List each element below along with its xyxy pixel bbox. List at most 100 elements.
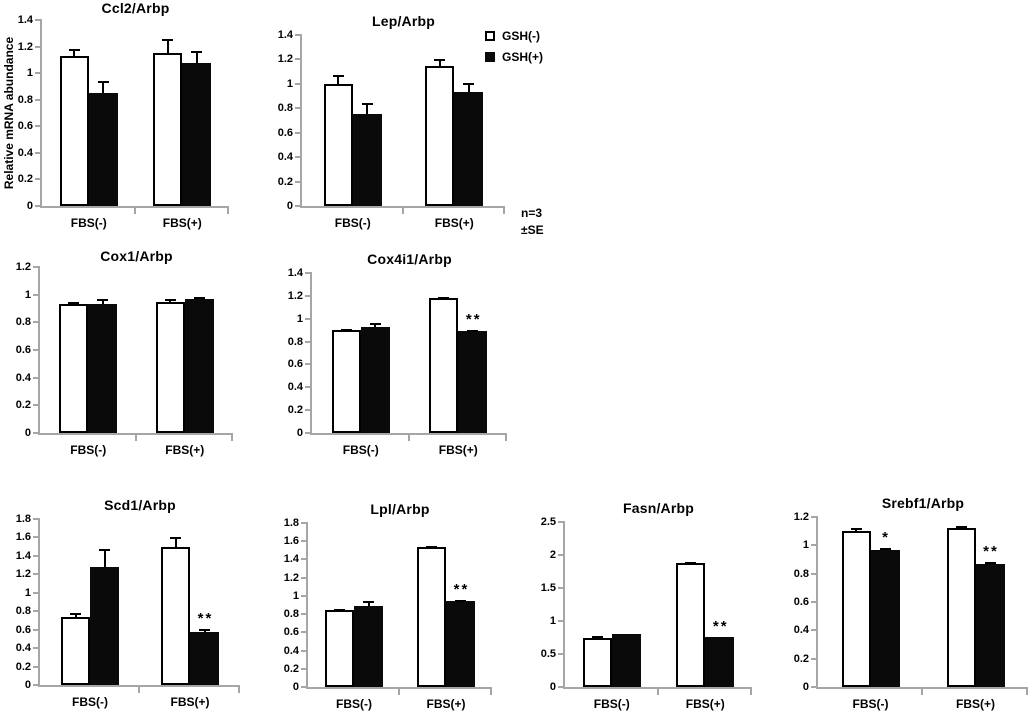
y-tick-label: 0.8 (287, 335, 303, 348)
y-tick-mark (35, 125, 42, 128)
x-tick-mark (490, 689, 492, 695)
error-bar (191, 50, 203, 63)
y-tick-label: 0 (24, 679, 31, 691)
x-category-label: FBS(+) (434, 216, 474, 230)
error-bar (199, 629, 210, 632)
chart-title: Cox4i1/Arbp (367, 251, 452, 267)
bar-gsh-plus (182, 62, 212, 206)
x-tick-mark (656, 689, 659, 695)
y-tick-mark (301, 667, 308, 670)
significance-stars: * (882, 529, 890, 547)
error-bar (369, 323, 381, 327)
y-tick-label: 0.6 (283, 626, 299, 639)
error-bar (361, 103, 373, 115)
error-bar (68, 49, 80, 56)
error-bar-cap (685, 561, 697, 564)
y-tick-label: 1.8 (283, 517, 299, 529)
y-tick-label: 1 (24, 288, 31, 301)
significance-stars: ** (465, 311, 482, 329)
y-tick-label: 0.6 (15, 623, 31, 636)
error-bar-line (73, 49, 76, 56)
bar-gsh-plus (975, 563, 1005, 687)
error-bar (850, 528, 862, 532)
y-tick-mark (301, 649, 308, 652)
error-bar (340, 329, 352, 332)
y-tick-mark (35, 98, 42, 101)
legend-label: GSH(-) (502, 28, 540, 43)
error-bar-cap (984, 562, 996, 565)
legend: GSH(-) GSH(+) (485, 25, 543, 67)
y-tick-mark (35, 45, 42, 48)
plot-area: ** (563, 522, 752, 695)
bar-gsh-minus (325, 610, 354, 687)
error-bar-cap (170, 537, 181, 540)
y-tick-mark (35, 19, 42, 21)
error-bar-line (438, 59, 441, 66)
error-bar (434, 59, 446, 66)
bar-gsh-plus (870, 549, 900, 687)
error-bar-cap (955, 526, 967, 529)
y-tick-mark (33, 293, 40, 296)
y-tick-mark (33, 432, 40, 434)
x-tick-mark (134, 435, 137, 441)
error-bar-line (174, 537, 177, 547)
error-bar-cap (97, 81, 109, 84)
y-tick-label: 0.4 (15, 371, 31, 384)
error-bar (426, 545, 437, 548)
plot-area (38, 267, 233, 441)
bar-gsh-minus (161, 546, 190, 685)
chart-title: Srebf1/Arbp (881, 495, 965, 511)
y-tick-mark (811, 686, 818, 688)
y-tick-mark (33, 665, 40, 668)
error-bar-line (101, 298, 104, 305)
y-tick-label: 1 (296, 312, 303, 325)
sample-size-note: n=3 ±SE (521, 205, 544, 239)
error-bar (68, 302, 80, 305)
solid-square-swatch-icon (485, 51, 495, 62)
legend-item-gsh-minus: GSH(-) (485, 25, 543, 46)
x-tick-mark (231, 435, 233, 441)
error-bar-cap (68, 49, 80, 52)
error-bar (685, 561, 697, 564)
y-tick-mark (558, 686, 565, 688)
plot-area: ** (38, 519, 240, 693)
plot-area (300, 35, 505, 214)
bar-gsh-plus (90, 566, 119, 685)
chart-title: Cox1/Arbp (100, 248, 173, 264)
y-tick-mark (301, 576, 308, 579)
y-tick-label: 0.8 (15, 605, 31, 618)
y-tick-label: 0.8 (277, 102, 293, 115)
y-tick-mark (35, 72, 42, 75)
y-tick-mark (33, 573, 40, 576)
error-bar-cap (426, 545, 437, 548)
x-tick-mark (227, 208, 229, 214)
error-bar-line (195, 50, 198, 63)
y-tick-mark (305, 409, 312, 412)
error-bar-line (367, 601, 370, 606)
y-tick-mark (295, 180, 302, 183)
bar-gsh-plus (446, 601, 475, 687)
significance-stars: ** (983, 543, 999, 561)
x-category-label: FBS(-) (72, 695, 108, 709)
chart-title: Ccl2/Arbp (101, 0, 170, 16)
bar-gsh-minus (59, 304, 89, 433)
error-bar-line (366, 103, 369, 115)
y-tick-mark (305, 432, 312, 434)
bar-gsh-minus (425, 65, 455, 206)
error-bar (99, 548, 110, 567)
error-bar-cap (455, 600, 466, 602)
x-category-label: FBS(-) (70, 216, 107, 230)
x-category-label: FBS(-) (336, 697, 372, 711)
x-tick-mark (1026, 689, 1028, 695)
error-bar-cap (463, 82, 475, 85)
error-bar (164, 298, 176, 302)
x-category-label: FBS(+) (956, 697, 995, 711)
y-tick-label: 2 (549, 549, 556, 561)
error-bar-cap (164, 298, 176, 301)
y-tick-label: 1.4 (287, 267, 303, 279)
error-bar (455, 600, 466, 602)
error-bar-cap (191, 50, 203, 53)
x-category-label: FBS(-) (593, 697, 630, 711)
y-tick-mark (33, 610, 40, 613)
y-tick-label: 0.6 (287, 358, 303, 371)
